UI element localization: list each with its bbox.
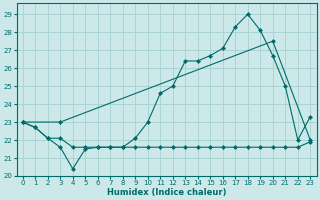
X-axis label: Humidex (Indice chaleur): Humidex (Indice chaleur) [107, 188, 226, 197]
